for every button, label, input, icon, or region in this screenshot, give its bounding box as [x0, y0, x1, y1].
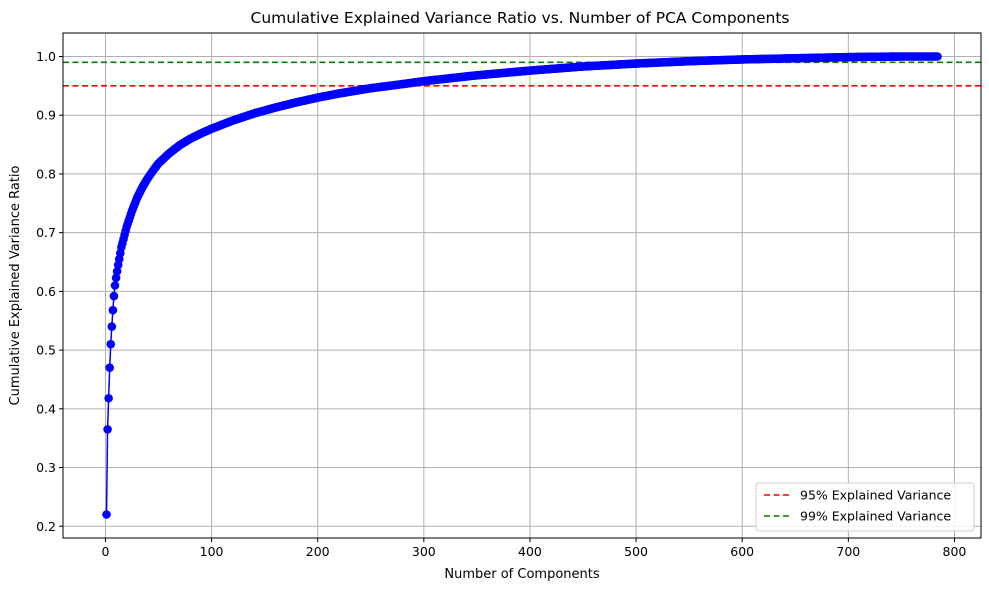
x-tick-label: 700	[836, 544, 860, 559]
data-point	[111, 273, 121, 283]
data-point	[933, 52, 942, 61]
x-tick-label: 600	[730, 544, 754, 559]
x-tick-label: 300	[412, 544, 436, 559]
x-tick-label: 800	[943, 544, 967, 559]
y-tick-label: 0.4	[36, 401, 56, 416]
x-axis: 0 100 200 300 400 500 600 700 800	[101, 538, 966, 559]
data-point	[107, 322, 117, 331]
legend-label: 95% Explained Variance	[800, 488, 951, 503]
x-tick-label: 100	[200, 544, 224, 559]
data-point	[112, 267, 122, 276]
plot-area	[62, 32, 982, 539]
data-point	[102, 510, 111, 519]
x-tick-label: 0	[101, 544, 109, 559]
x-tick-label: 500	[624, 544, 648, 559]
legend-label: 99% Explained Variance	[800, 509, 951, 524]
y-axis: 0.2 0.3 0.4 0.5 0.6 0.7 0.8 0.9 1.0	[36, 49, 63, 534]
y-tick-label: 0.9	[36, 108, 56, 123]
data-point	[109, 291, 119, 301]
x-tick-label: 200	[306, 544, 330, 559]
chart-title: Cumulative Explained Variance Ratio vs. …	[251, 9, 790, 27]
x-axis-label: Number of Components	[444, 567, 599, 582]
data-point	[110, 281, 120, 290]
y-axis-label: Cumulative Explained Variance Ratio	[8, 165, 23, 405]
data-point	[104, 393, 113, 403]
y-tick-label: 0.8	[36, 166, 56, 181]
y-tick-label: 1.0	[36, 49, 56, 64]
data-point	[103, 425, 112, 434]
legend: 95% Explained Variance 99% Explained Vari…	[755, 482, 975, 532]
y-tick-label: 0.5	[36, 343, 56, 358]
legend-box	[755, 482, 975, 532]
data-series	[102, 52, 942, 519]
reference-lines	[63, 61, 981, 87]
data-point	[105, 363, 114, 373]
y-tick-label: 0.6	[36, 284, 56, 299]
series-markers	[102, 52, 942, 519]
data-point	[106, 339, 116, 349]
x-tick-label: 400	[518, 544, 542, 559]
grid	[63, 33, 981, 538]
y-tick-label: 0.3	[36, 460, 56, 475]
data-point	[108, 305, 118, 315]
y-tick-label: 0.7	[36, 225, 56, 240]
y-tick-label: 0.2	[36, 519, 56, 534]
